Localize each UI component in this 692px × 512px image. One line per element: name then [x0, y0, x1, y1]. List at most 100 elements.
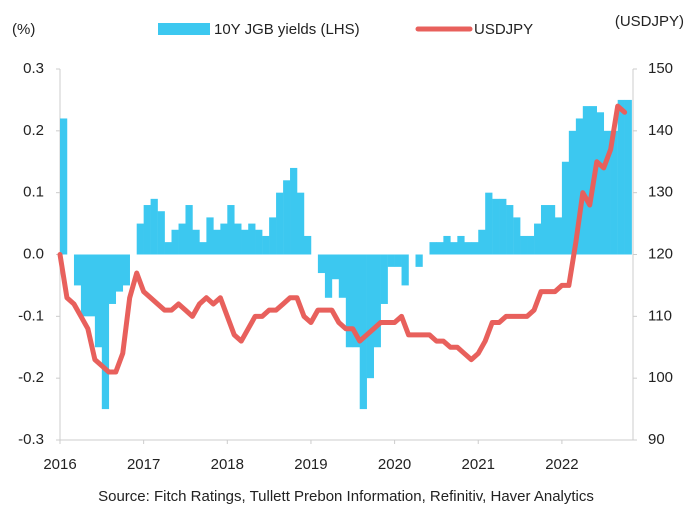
y-tick-label: 0.3 — [23, 60, 44, 77]
bar — [178, 223, 186, 255]
bar — [603, 130, 611, 255]
bar — [171, 229, 179, 255]
bar — [617, 99, 625, 255]
bar — [366, 254, 374, 379]
bar — [345, 254, 354, 348]
bar — [255, 229, 263, 255]
bar — [450, 242, 458, 255]
bar — [436, 242, 444, 255]
bar — [610, 130, 618, 255]
bar — [561, 161, 570, 255]
x-tick-label: 2018 — [211, 456, 244, 473]
bar — [520, 235, 528, 255]
legend-label: USDJPY — [474, 21, 533, 38]
bar — [492, 198, 500, 255]
bar — [464, 242, 472, 255]
y2-tick-label: 120 — [648, 245, 673, 262]
x-tick-label: 2016 — [43, 456, 76, 473]
bar — [575, 118, 584, 255]
bar — [317, 254, 326, 274]
bar — [87, 254, 96, 317]
bar — [199, 242, 207, 255]
y-tick-label: 0.1 — [23, 184, 44, 201]
bar — [331, 254, 340, 280]
bar — [185, 205, 193, 255]
x-tick-label: 2017 — [127, 456, 160, 473]
bar — [506, 205, 514, 255]
bar — [554, 217, 563, 255]
y-tick-label: 0.2 — [23, 122, 44, 139]
bar — [485, 192, 493, 255]
bar — [429, 242, 437, 255]
bar — [513, 217, 521, 255]
bar — [206, 217, 214, 255]
bar — [338, 254, 347, 298]
bar — [324, 254, 333, 298]
bar — [401, 254, 409, 286]
bar — [122, 254, 130, 286]
bar — [596, 112, 605, 255]
bar — [443, 235, 451, 255]
bar — [478, 229, 486, 255]
y2-tick-label: 130 — [648, 184, 673, 201]
bar — [192, 229, 200, 255]
y2-tick-label: 150 — [648, 60, 673, 77]
bar — [283, 180, 291, 255]
bar — [380, 254, 388, 304]
bar — [582, 106, 591, 255]
bar — [60, 118, 68, 255]
bar — [234, 223, 242, 255]
y-tick-label: -0.2 — [18, 369, 44, 386]
bar — [499, 198, 507, 255]
bar — [241, 229, 249, 255]
bar — [80, 254, 89, 317]
bar — [527, 235, 535, 255]
legend-swatch — [158, 23, 210, 35]
bar — [136, 223, 144, 255]
source: Source: Fitch Ratings, Tullett Prebon In… — [98, 488, 594, 505]
bar — [157, 211, 165, 255]
bar — [150, 198, 158, 255]
bar — [394, 254, 402, 267]
bar — [540, 205, 549, 255]
bar — [296, 192, 305, 255]
bar — [387, 254, 395, 267]
x-tick-label: 2022 — [545, 456, 578, 473]
bar — [373, 254, 381, 348]
bar — [415, 254, 423, 267]
y2-tick-label: 90 — [648, 431, 665, 448]
bar — [213, 229, 221, 255]
bar — [248, 223, 256, 255]
y-tick-label: -0.3 — [18, 431, 44, 448]
bar — [94, 254, 103, 348]
y-tick-label: -0.1 — [18, 307, 44, 324]
bar — [471, 242, 479, 255]
y2-tick-label: 140 — [648, 122, 673, 139]
y-tick-label: 0.0 — [23, 245, 44, 262]
y2-axis-label: (USDJPY) — [615, 13, 684, 30]
bar — [534, 223, 542, 255]
bar — [269, 217, 277, 255]
bar — [290, 167, 298, 255]
bar — [262, 235, 270, 255]
bar — [359, 254, 367, 410]
line — [57, 103, 628, 375]
x-tick-label: 2020 — [378, 456, 411, 473]
y2-tick-label: 110 — [648, 307, 672, 324]
bar — [73, 254, 82, 286]
bar — [568, 130, 577, 255]
bar — [624, 99, 632, 255]
bar — [547, 205, 556, 255]
bar — [304, 235, 312, 255]
bar — [352, 254, 361, 348]
bar — [220, 223, 228, 255]
y-axis-label: (%) — [12, 21, 35, 38]
y2-tick-label: 100 — [648, 369, 673, 386]
bar — [457, 235, 465, 255]
bar — [101, 254, 110, 410]
x-tick-label: 2019 — [294, 456, 327, 473]
bar — [164, 242, 172, 255]
bar — [115, 254, 124, 292]
bar — [143, 205, 151, 255]
